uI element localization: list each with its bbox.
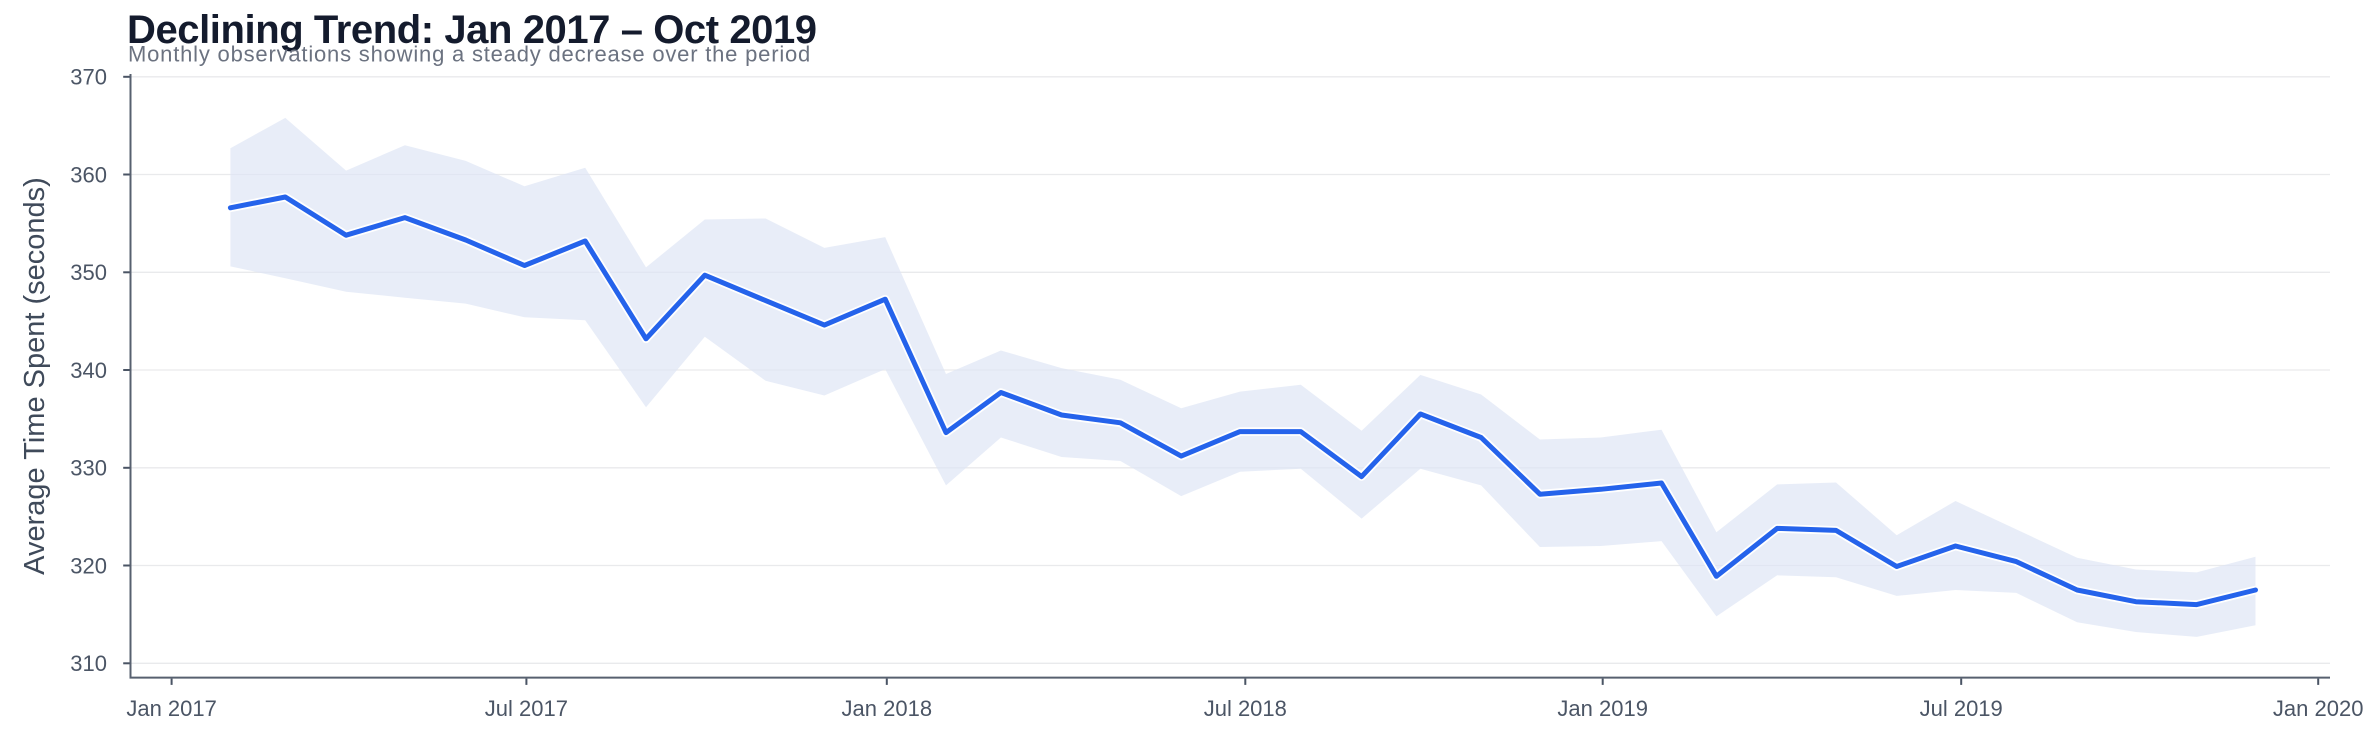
svg-text:Jan 2018: Jan 2018 (842, 696, 933, 721)
svg-text:Jul 2017: Jul 2017 (485, 696, 568, 721)
svg-text:Average Time Spent (seconds): Average Time Spent (seconds) (19, 177, 51, 575)
svg-text:330: 330 (70, 456, 107, 481)
svg-text:370: 370 (70, 65, 107, 90)
svg-text:Jan 2017: Jan 2017 (126, 696, 217, 721)
svg-text:360: 360 (70, 162, 107, 187)
svg-text:340: 340 (70, 358, 107, 383)
svg-text:Jan 2020: Jan 2020 (2273, 696, 2364, 721)
svg-text:310: 310 (70, 651, 107, 676)
svg-text:350: 350 (70, 260, 107, 285)
svg-text:320: 320 (70, 553, 107, 578)
svg-text:Jul 2019: Jul 2019 (1920, 696, 2003, 721)
svg-text:Declining Trend: Jan 2017 – Oc: Declining Trend: Jan 2017 – Oct 2019 (127, 8, 817, 52)
svg-text:Jul 2018: Jul 2018 (1204, 696, 1287, 721)
svg-text:Jan 2019: Jan 2019 (1557, 696, 1648, 721)
svg-text:Monthly observations showing a: Monthly observations showing a steady de… (128, 42, 811, 67)
